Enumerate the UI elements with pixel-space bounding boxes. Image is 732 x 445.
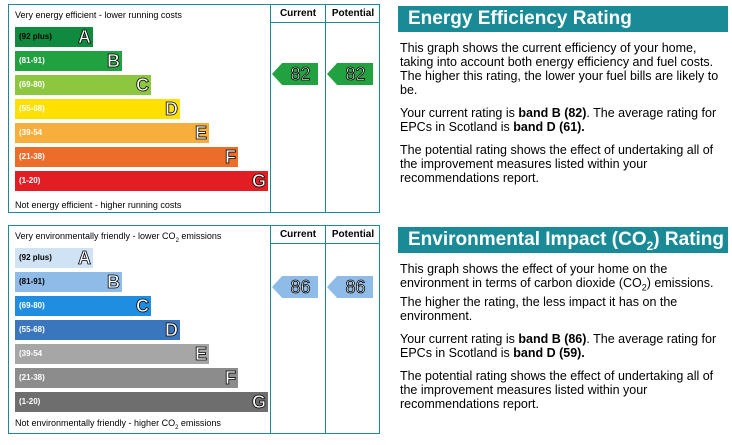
band-range: (81-91) xyxy=(19,56,45,65)
panel-paragraph: The potential rating shows the effect of… xyxy=(400,368,714,411)
band-letter: A xyxy=(78,248,92,269)
environmental-impact-chart: Current Potential Very environmentally f… xyxy=(8,225,380,434)
band-range: (69-80) xyxy=(19,80,45,89)
band-letter: D xyxy=(165,320,179,341)
band-letter: E xyxy=(194,344,208,365)
top-label: Very energy efficient - lower running co… xyxy=(15,10,182,20)
panel-title: Energy Efficiency Rating xyxy=(398,6,728,32)
panel-paragraph: Your current rating is band B (86). The … xyxy=(400,331,717,360)
potential-header: Potential xyxy=(331,8,375,19)
band-letter: C xyxy=(136,296,150,317)
column-divider xyxy=(325,5,326,212)
energy-efficiency-chart: Current Potential Very energy efficient … xyxy=(8,4,380,213)
band-c: (69-80) C xyxy=(15,296,151,316)
potential-rating-value: 82 xyxy=(345,64,366,85)
band-range: (92 plus) xyxy=(19,32,52,41)
current-rating-arrow: 82 xyxy=(272,63,318,85)
bottom-label: Not energy efficient - higher running co… xyxy=(15,200,182,210)
band-b: (81-91) B xyxy=(15,51,122,71)
band-c: (69-80) C xyxy=(15,75,151,95)
band-a: (92 plus) A xyxy=(15,27,93,47)
environmental-impact-info: Environmental Impact (CO2) Rating This g… xyxy=(398,227,728,411)
column-divider xyxy=(270,226,271,433)
panel-title: Environmental Impact (CO2) Rating xyxy=(398,227,728,253)
band-f: (21-38) F xyxy=(15,368,238,388)
band-f: (21-38) F xyxy=(15,147,238,167)
band-a: (92 plus) A xyxy=(15,248,93,268)
current-header: Current xyxy=(279,229,317,240)
band-letter: D xyxy=(165,99,179,120)
band-letter: A xyxy=(78,27,92,48)
current-rating-value: 82 xyxy=(290,64,311,85)
band-letter: F xyxy=(225,368,237,389)
band-g: (1-20) G xyxy=(15,392,268,412)
band-letter: B xyxy=(107,51,121,72)
band-letter: G xyxy=(251,171,267,192)
potential-rating-value: 86 xyxy=(345,277,366,298)
band-range: (39-54 xyxy=(19,128,43,137)
band-range: (1-20) xyxy=(19,176,41,185)
band-range: (92 plus) xyxy=(19,253,52,262)
band-letter: E xyxy=(194,123,208,144)
current-header: Current xyxy=(279,8,317,19)
band-e: (39-54 E xyxy=(15,123,209,143)
band-range: (21-38) xyxy=(19,373,45,382)
band-e: (39-54 E xyxy=(15,344,209,364)
band-g: (1-20) G xyxy=(15,171,268,191)
band-range: (81-91) xyxy=(19,277,45,286)
current-rating-arrow: 86 xyxy=(272,276,318,298)
band-range: (21-38) xyxy=(19,152,45,161)
panel-paragraph: Your current rating is band B (82). The … xyxy=(400,106,717,134)
potential-rating-arrow: 86 xyxy=(327,276,373,298)
band-range: (39-54 xyxy=(19,349,43,358)
top-label: Very environmentally friendly - lower CO… xyxy=(15,231,222,244)
bottom-label: Not environmentally friendly - higher CO… xyxy=(15,418,221,431)
band-range: (1-20) xyxy=(19,397,41,406)
band-range: (55-68) xyxy=(19,104,45,113)
header-divider xyxy=(270,22,379,23)
band-letter: B xyxy=(107,272,121,293)
band-b: (81-91) B xyxy=(15,272,122,292)
band-range: (69-80) xyxy=(19,301,45,310)
panel-paragraph: The potential rating shows the effect of… xyxy=(400,143,714,185)
band-letter: C xyxy=(136,75,150,96)
band-letter: G xyxy=(251,392,267,413)
band-letter: F xyxy=(225,147,237,168)
column-divider xyxy=(325,226,326,433)
potential-rating-arrow: 82 xyxy=(327,63,373,85)
energy-efficiency-info: Energy Efficiency Rating This graph show… xyxy=(398,6,728,185)
panel-paragraph: This graph shows the effect of your home… xyxy=(400,262,714,323)
header-divider xyxy=(270,243,379,244)
panel-paragraph: This graph shows the current efficiency … xyxy=(400,41,719,97)
current-rating-value: 86 xyxy=(290,277,311,298)
column-divider xyxy=(270,5,271,212)
band-d: (55-68) D xyxy=(15,320,180,340)
band-d: (55-68) D xyxy=(15,99,180,119)
band-range: (55-68) xyxy=(19,325,45,334)
potential-header: Potential xyxy=(331,229,375,240)
